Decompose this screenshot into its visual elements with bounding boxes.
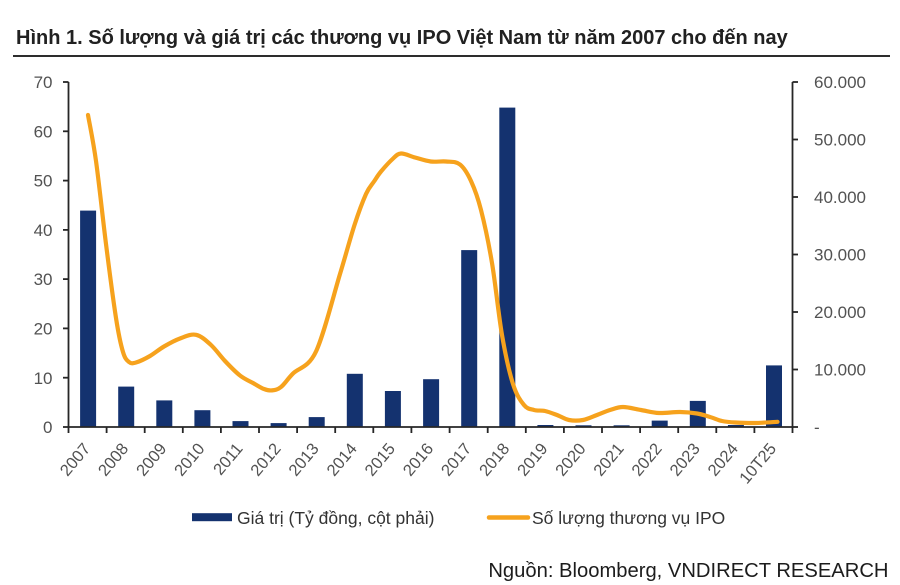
svg-text:2013: 2013 (285, 440, 322, 480)
svg-text:20.000: 20.000 (814, 303, 866, 322)
svg-text:0: 0 (43, 418, 52, 437)
svg-text:2023: 2023 (666, 440, 703, 480)
svg-text:Nguồn: Bloomberg, VNDIRECT RES: Nguồn: Bloomberg, VNDIRECT RESEARCH (488, 560, 888, 582)
svg-text:20: 20 (34, 320, 53, 339)
svg-text:2021: 2021 (590, 440, 627, 480)
svg-text:30: 30 (34, 270, 53, 289)
svg-text:2024: 2024 (705, 440, 742, 480)
svg-text:2009: 2009 (133, 440, 170, 480)
svg-text:2007: 2007 (57, 440, 94, 480)
svg-text:30.000: 30.000 (814, 246, 866, 265)
svg-text:40.000: 40.000 (814, 188, 866, 207)
svg-text:Giá trị (Tỷ đồng, cột phải): Giá trị (Tỷ đồng, cột phải) (237, 508, 434, 528)
svg-text:2015: 2015 (362, 440, 399, 480)
svg-text:10T25: 10T25 (736, 440, 780, 487)
svg-text:60.000: 60.000 (814, 73, 866, 92)
svg-text:10: 10 (34, 369, 53, 388)
svg-text:2022: 2022 (628, 440, 665, 480)
svg-text:Số lượng thương vụ IPO: Số lượng thương vụ IPO (532, 508, 725, 528)
svg-text:10.000: 10.000 (814, 361, 866, 380)
svg-text:2011: 2011 (210, 440, 247, 479)
svg-text:2012: 2012 (247, 440, 284, 480)
svg-text:-: - (814, 418, 820, 437)
svg-text:2014: 2014 (323, 440, 360, 480)
svg-text:2008: 2008 (95, 440, 132, 480)
svg-text:2010: 2010 (171, 440, 208, 480)
svg-text:2016: 2016 (400, 440, 437, 480)
svg-text:70: 70 (34, 73, 53, 92)
svg-text:2017: 2017 (438, 440, 475, 480)
svg-text:2018: 2018 (476, 440, 513, 480)
svg-text:50.000: 50.000 (814, 131, 866, 150)
svg-text:2020: 2020 (552, 440, 589, 480)
svg-text:50: 50 (34, 172, 53, 191)
svg-text:40: 40 (34, 221, 53, 240)
svg-text:60: 60 (34, 122, 53, 141)
svg-text:2019: 2019 (514, 440, 551, 480)
